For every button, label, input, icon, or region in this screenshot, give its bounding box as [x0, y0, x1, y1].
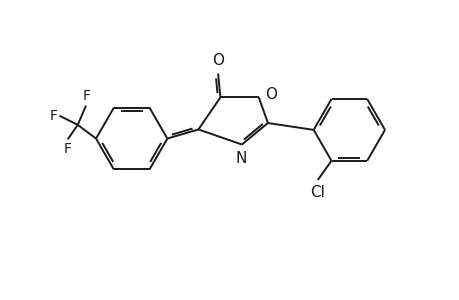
- Text: Cl: Cl: [309, 184, 324, 200]
- Text: F: F: [50, 109, 58, 123]
- Text: F: F: [63, 142, 71, 156]
- Text: O: O: [265, 87, 277, 102]
- Text: F: F: [82, 89, 90, 103]
- Text: N: N: [235, 151, 246, 166]
- Text: O: O: [212, 53, 224, 68]
